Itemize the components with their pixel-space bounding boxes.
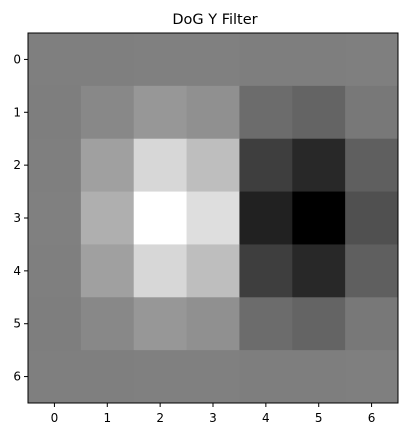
- y-tick-label-3: 3: [13, 211, 21, 225]
- heatmap-cell-r5-c4: [239, 297, 293, 351]
- heatmap-cell-r0-c4: [239, 33, 293, 87]
- heatmap-cell-r3-c5: [292, 191, 346, 245]
- heatmap-cell-r0-c2: [133, 33, 188, 87]
- x-tick-label-1: 1: [103, 411, 111, 425]
- heatmap-cells: [28, 33, 399, 404]
- y-tick-label-4: 4: [13, 264, 21, 278]
- heatmap-cell-r2-c2: [133, 138, 188, 193]
- heatmap-cell-r4-c1: [80, 244, 135, 298]
- heatmap-cell-r6-c6: [345, 350, 399, 404]
- heatmap-cell-r2-c0: [28, 138, 82, 193]
- heatmap-cell-r1-c2: [133, 85, 188, 140]
- heatmap-cell-r2-c3: [186, 138, 240, 193]
- heatmap-cell-r5-c0: [28, 297, 82, 351]
- heatmap-cell-r1-c6: [345, 85, 399, 140]
- heatmap-cell-r3-c6: [345, 191, 399, 245]
- heatmap-cell-r2-c1: [80, 138, 135, 193]
- x-tick-label-3: 3: [209, 411, 217, 425]
- x-tick-label-6: 6: [368, 411, 376, 425]
- heatmap-cell-r2-c5: [292, 138, 346, 193]
- heatmap-cell-r6-c4: [239, 350, 293, 404]
- heatmap-cell-r3-c1: [80, 191, 135, 245]
- heatmap-cell-r5-c2: [133, 297, 188, 351]
- heatmap-cell-r5-c3: [186, 297, 240, 351]
- y-tick-label-0: 0: [13, 52, 21, 66]
- heatmap-cell-r4-c3: [186, 244, 240, 298]
- heatmap-cell-r4-c4: [239, 244, 293, 298]
- y-axis: 0 1 2 3 4 5 6: [13, 52, 28, 384]
- heatmap-cell-r6-c1: [80, 350, 135, 404]
- y-tick-label-2: 2: [13, 158, 21, 172]
- heatmap-cell-r3-c3: [186, 191, 240, 245]
- heatmap-cell-r0-c3: [186, 33, 240, 87]
- heatmap-cell-r4-c2: [133, 244, 188, 298]
- heatmap-cell-r6-c2: [133, 350, 188, 404]
- heatmap-cell-r4-c0: [28, 244, 82, 298]
- heatmap-cell-r6-c3: [186, 350, 240, 404]
- chart-title: DoG Y Filter: [172, 12, 257, 28]
- heatmap-cell-r1-c1: [80, 85, 135, 140]
- heatmap-cell-r5-c6: [345, 297, 399, 351]
- heatmap-cell-r3-c4: [239, 191, 293, 245]
- heatmap-cell-r5-c1: [80, 297, 135, 351]
- y-tick-label-5: 5: [13, 317, 21, 331]
- heatmap-cell-r0-c1: [80, 33, 135, 87]
- heatmap-cell-r1-c5: [292, 85, 346, 140]
- x-tick-label-4: 4: [262, 411, 270, 425]
- heatmap-cell-r1-c0: [28, 85, 82, 140]
- heatmap-cell-r6-c0: [28, 350, 82, 404]
- x-axis: 0 1 2 3 4 5 6: [51, 403, 376, 425]
- heatmap-cell-r3-c0: [28, 191, 82, 245]
- heatmap-cell-r4-c6: [345, 244, 399, 298]
- heatmap-cell-r0-c6: [345, 33, 399, 87]
- x-tick-label-5: 5: [315, 411, 323, 425]
- heatmap-cell-r0-c5: [292, 33, 346, 87]
- heatmap-cell-r2-c4: [239, 138, 293, 193]
- heatmap-cell-r1-c4: [239, 85, 293, 140]
- x-tick-label-0: 0: [51, 411, 59, 425]
- y-tick-label-6: 6: [13, 370, 21, 384]
- heatmap-cell-r3-c2: [133, 191, 188, 245]
- x-tick-label-2: 2: [156, 411, 164, 425]
- heatmap-cell-r2-c6: [345, 138, 399, 193]
- heatmap-cell-r1-c3: [186, 85, 240, 140]
- heatmap-cell-r0-c0: [28, 33, 82, 87]
- heatmap-cell-r6-c5: [292, 350, 346, 404]
- heatmap-cell-r5-c5: [292, 297, 346, 351]
- y-tick-label-1: 1: [13, 105, 21, 119]
- heatmap-cell-r4-c5: [292, 244, 346, 298]
